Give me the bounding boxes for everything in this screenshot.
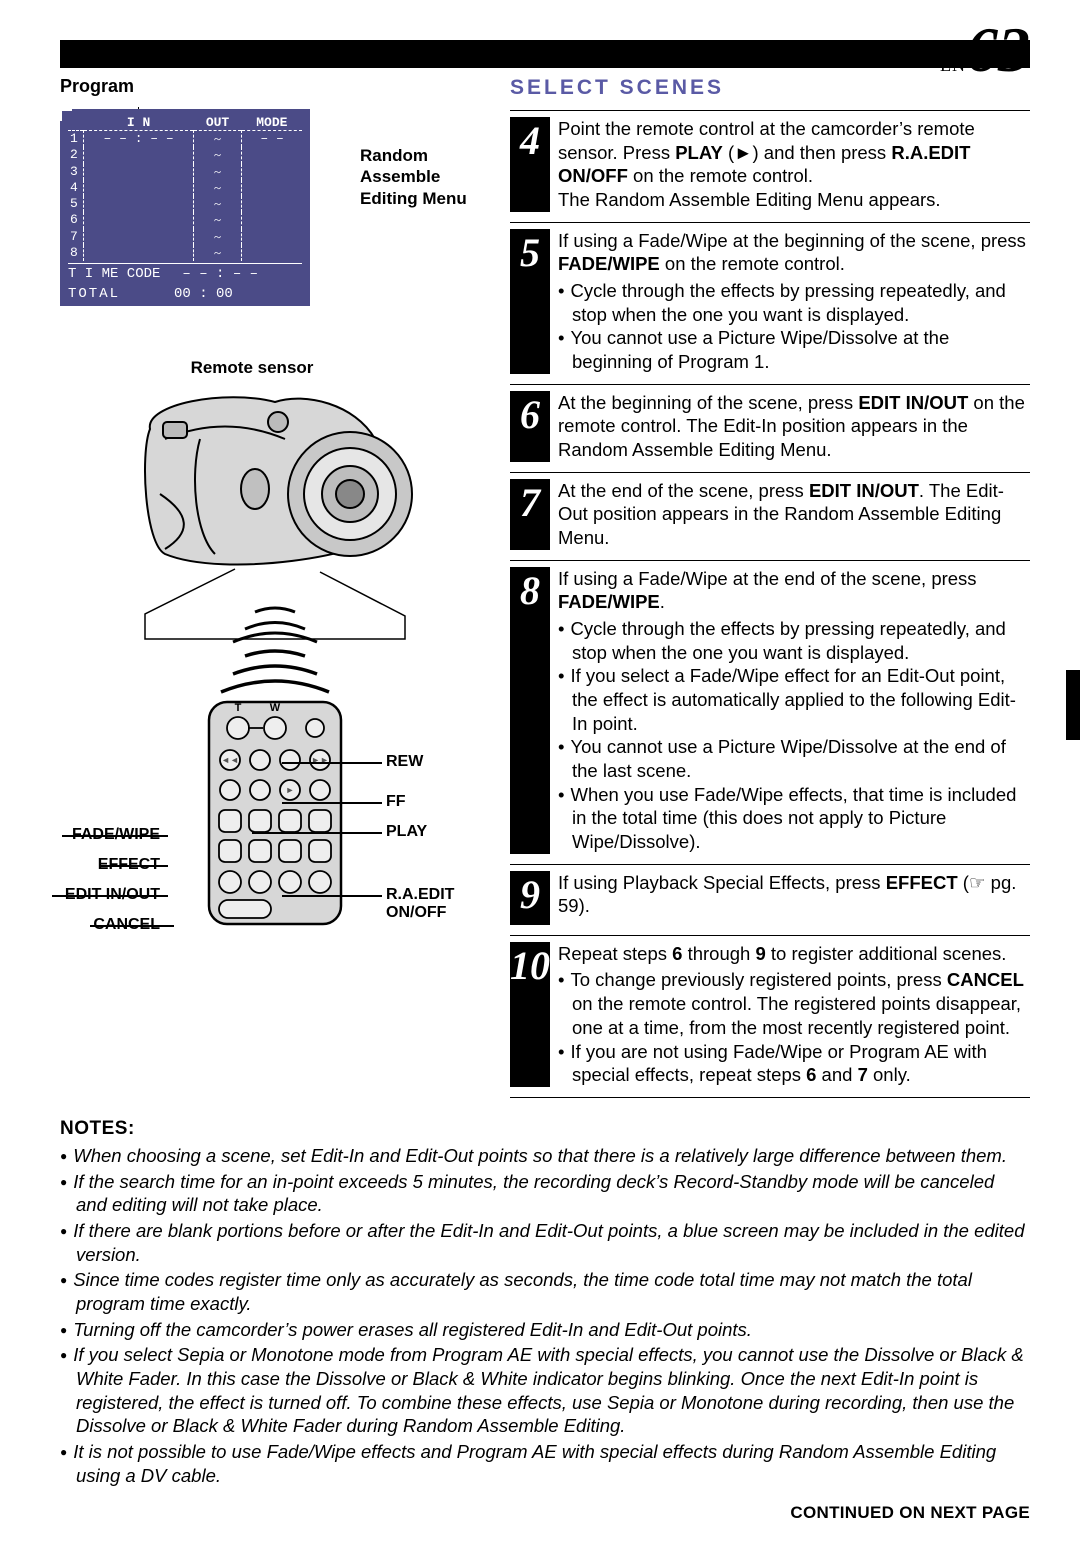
step: 5If using a Fade/Wipe at the beginning o… (510, 222, 1030, 384)
svg-text:W: W (270, 702, 281, 714)
note-item: Since time codes register time only as a… (60, 1268, 1030, 1315)
label-onoff: ON/OFF (386, 904, 446, 922)
note-item: When choosing a scene, set Edit-In and E… (60, 1144, 1030, 1168)
timecode-label: T I ME CODE (68, 266, 160, 282)
step-number: 9 (510, 871, 550, 925)
program-label: Program (60, 76, 490, 97)
svg-text:T: T (235, 702, 242, 714)
step-number: 10 (510, 942, 550, 1087)
step-body: At the end of the scene, press EDIT IN/O… (558, 479, 1030, 550)
table-row: 1 (68, 131, 84, 148)
step-number: 4 (510, 117, 550, 212)
page: EN63 Program I N OUT MODE (0, 0, 1080, 1553)
table-row: 5 (68, 196, 84, 212)
right-column: SELECT SCENES 4Point the remote control … (510, 76, 1030, 1098)
header-bar: EN63 (60, 40, 1030, 68)
total-value: 00 : 00 (174, 286, 233, 302)
left-column: Program I N OUT MODE 1– – : – –~– – 2~ (60, 76, 490, 1098)
page-number: EN63 (940, 18, 1030, 82)
step: 4Point the remote control at the camcord… (510, 110, 1030, 222)
step-body: If using Playback Special Effects, press… (558, 871, 1030, 925)
step-number: 6 (510, 391, 550, 462)
notes-heading: NOTES: (60, 1118, 1030, 1140)
svg-text:►: ► (286, 785, 295, 795)
step-body: Repeat steps 6 through 9 to register add… (558, 942, 1030, 1087)
table-row: 2 (68, 147, 84, 163)
editing-menu-box: I N OUT MODE 1– – : – –~– – 2~ 3~ 4~ 5~ … (60, 109, 310, 306)
note-item: Turning off the camcorder’s power erases… (60, 1318, 1030, 1342)
step-number: 8 (510, 567, 550, 854)
camcorder-illustration (105, 384, 445, 644)
signal-waves-icon (175, 644, 375, 694)
note-item: If the search time for an in-point excee… (60, 1170, 1030, 1217)
timecode-value: – – : – – (182, 266, 258, 282)
step-number: 7 (510, 479, 550, 550)
step-body: At the beginning of the scene, press EDI… (558, 391, 1030, 462)
table-row: 8 (68, 245, 84, 261)
label-rew: REW (386, 753, 423, 771)
editing-menu-table: I N OUT MODE 1– – : – –~– – 2~ 3~ 4~ 5~ … (68, 115, 302, 261)
step: 7At the end of the scene, press EDIT IN/… (510, 472, 1030, 560)
step-body: If using a Fade/Wipe at the beginning of… (558, 229, 1030, 374)
step-body: Point the remote control at the camcorde… (558, 117, 1030, 212)
table-row: 7 (68, 229, 84, 245)
table-row: 6 (68, 212, 84, 228)
step: 8If using a Fade/Wipe at the end of the … (510, 560, 1030, 864)
label-ff: FF (386, 793, 406, 811)
table-row: 4 (68, 180, 84, 196)
page-num: 63 (966, 14, 1030, 85)
note-item: If you select Sepia or Monotone mode fro… (60, 1343, 1030, 1438)
continued-label: CONTINUED ON NEXT PAGE (60, 1503, 1030, 1523)
menu-caption: Random Assemble Editing Menu (360, 145, 490, 209)
note-item: If there are blank portions before or af… (60, 1219, 1030, 1266)
side-tab (1066, 670, 1080, 740)
col-mode: MODE (242, 115, 302, 131)
step: 9If using Playback Special Effects, pres… (510, 864, 1030, 935)
label-raedit: R.A.EDIT (386, 886, 454, 904)
step: 6At the beginning of the scene, press ED… (510, 384, 1030, 472)
remote-sensor-label: Remote sensor (60, 358, 444, 378)
table-row: 3 (68, 164, 84, 180)
step-number: 5 (510, 229, 550, 374)
page-lang: EN (940, 55, 966, 75)
svg-text:◄◄: ◄◄ (221, 755, 239, 765)
step-body: If using a Fade/Wipe at the end of the s… (558, 567, 1030, 854)
notes-list: When choosing a scene, set Edit-In and E… (60, 1144, 1030, 1487)
step: 10Repeat steps 6 through 9 to register a… (510, 935, 1030, 1098)
total-label: TOTAL (68, 286, 120, 302)
col-in: I N (84, 115, 194, 131)
remote-illustration: T W ◄◄►► ► (150, 698, 400, 928)
label-play: PLAY (386, 823, 427, 841)
col-out: OUT (193, 115, 241, 131)
note-item: It is not possible to use Fade/Wipe effe… (60, 1440, 1030, 1487)
